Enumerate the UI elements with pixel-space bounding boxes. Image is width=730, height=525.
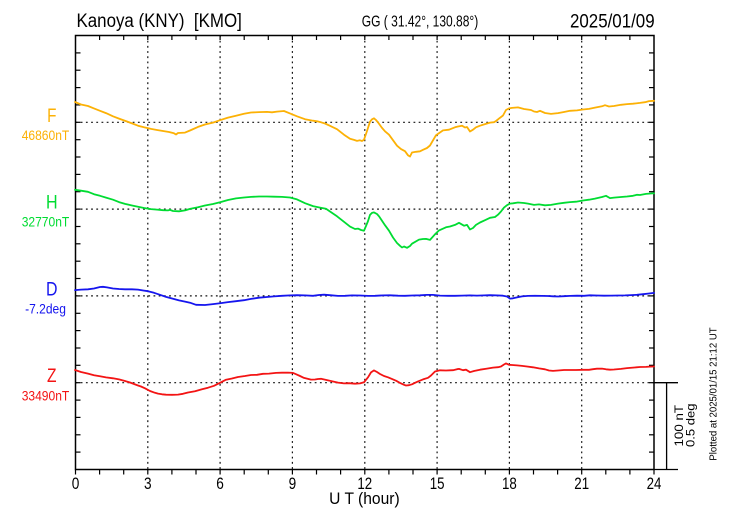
- svg-text:U T (hour): U T (hour): [329, 489, 400, 508]
- svg-text:46860nT: 46860nT: [22, 127, 70, 143]
- svg-text:H: H: [46, 193, 58, 214]
- svg-text:12: 12: [357, 474, 372, 493]
- svg-text:F: F: [47, 106, 56, 127]
- svg-text:GG ( 31.42°, 130.88°): GG ( 31.42°, 130.88°): [362, 13, 478, 30]
- svg-text:100 nT: 100 nT: [672, 404, 686, 446]
- svg-text:32770nT: 32770nT: [22, 214, 70, 230]
- svg-text:Z: Z: [47, 366, 57, 387]
- svg-text:24: 24: [647, 474, 662, 493]
- svg-text:2025/01/09: 2025/01/09: [570, 11, 655, 32]
- svg-text:Kanoya (KNY) [KMO]: Kanoya (KNY) [KMO]: [77, 11, 242, 32]
- svg-text:18: 18: [502, 474, 517, 493]
- svg-text:-7.2deg: -7.2deg: [25, 301, 66, 317]
- svg-text:15: 15: [430, 474, 445, 493]
- svg-text:0: 0: [72, 474, 80, 493]
- svg-text:0.5 deg: 0.5 deg: [684, 404, 698, 448]
- svg-text:3: 3: [144, 474, 152, 493]
- svg-text:Plotted at 2025/01/15 21:12 UT: Plotted at 2025/01/15 21:12 UT: [709, 327, 720, 460]
- svg-text:6: 6: [216, 474, 224, 493]
- svg-text:33490nT: 33490nT: [22, 387, 70, 403]
- svg-text:21: 21: [574, 474, 589, 493]
- svg-text:9: 9: [289, 474, 297, 493]
- svg-text:D: D: [46, 279, 58, 300]
